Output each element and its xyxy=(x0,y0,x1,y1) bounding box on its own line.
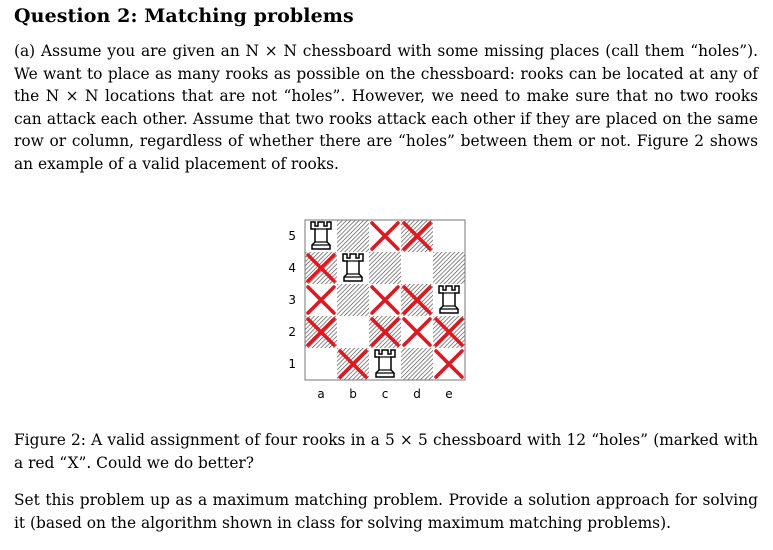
task-statement: Set this problem up as a maximum matchin… xyxy=(14,491,758,532)
hole-x-a4 xyxy=(306,253,336,283)
hole-x-d5 xyxy=(402,221,432,251)
figure-caption: Figure 2: A valid assignment of four roo… xyxy=(14,431,758,472)
hole-x-a2 xyxy=(306,317,336,347)
hole-x-e1 xyxy=(434,349,464,379)
square-e4 xyxy=(433,252,465,284)
square-b2 xyxy=(337,316,369,348)
hole-x-c5 xyxy=(370,221,400,251)
rank-label-2: 2 xyxy=(288,325,296,339)
rank-label-4: 4 xyxy=(288,261,296,275)
square-c4 xyxy=(369,252,401,284)
rank-label-3: 3 xyxy=(288,293,296,307)
hole-x-c2 xyxy=(370,317,400,347)
file-label-b: b xyxy=(349,387,357,401)
chessboard-figure: 5 4 3 2 1 a b c d e xyxy=(288,219,466,401)
hole-x-d2 xyxy=(402,317,432,347)
square-d4 xyxy=(401,252,433,284)
problem-statement: (a) Assume you are given an N × N chessb… xyxy=(14,42,758,173)
file-label-a: a xyxy=(317,387,324,401)
hole-x-b1 xyxy=(338,349,368,379)
square-e5 xyxy=(433,220,465,252)
square-b3 xyxy=(337,284,369,316)
hole-x-e2 xyxy=(434,317,464,347)
file-label-d: d xyxy=(413,387,421,401)
square-d1 xyxy=(401,348,433,380)
hole-x-c3 xyxy=(370,285,400,315)
rank-label-5: 5 xyxy=(288,229,296,243)
file-label-c: c xyxy=(382,387,389,401)
hole-x-d3 xyxy=(402,285,432,315)
rank-label-1: 1 xyxy=(288,357,296,371)
hole-x-a3 xyxy=(306,285,336,315)
file-label-e: e xyxy=(445,387,452,401)
square-b5 xyxy=(337,220,369,252)
square-a1 xyxy=(305,348,337,380)
question-title: Question 2: Matching problems xyxy=(14,5,354,27)
